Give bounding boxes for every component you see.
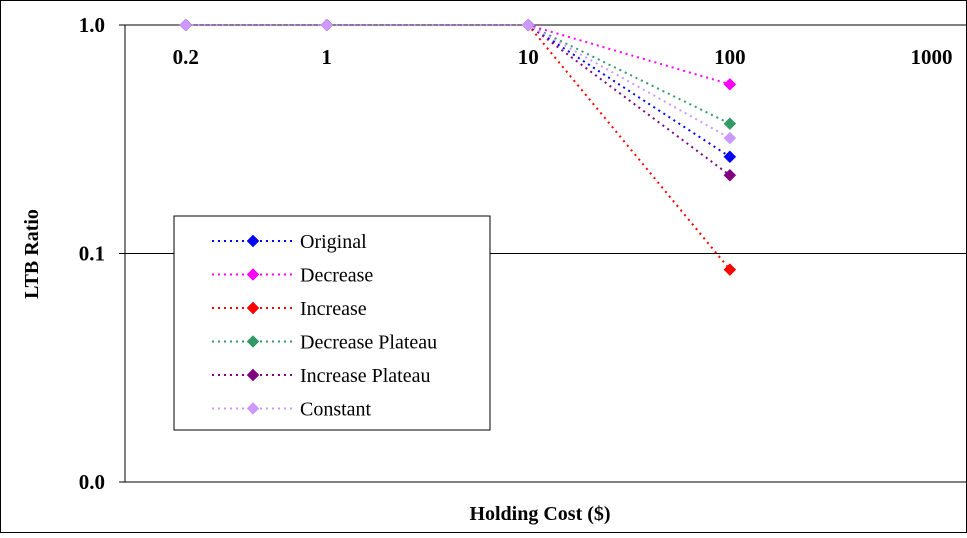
- legend-entry: Original: [212, 231, 367, 253]
- data-point: [723, 117, 737, 131]
- series-constant: [179, 18, 737, 145]
- legend-marker: [246, 301, 260, 315]
- y-axis-title: LTB Ratio: [21, 209, 43, 299]
- data-point: [723, 168, 737, 182]
- series-line: [185, 24, 731, 139]
- y-tick-label: 0.0: [79, 470, 105, 494]
- x-tick-label: 1000: [910, 45, 952, 69]
- legend-entry: Increase Plateau: [212, 365, 430, 387]
- data-point: [723, 150, 737, 164]
- legend-entry: Decrease Plateau: [212, 332, 437, 354]
- data-point: [723, 77, 737, 91]
- x-axis-title: Holding Cost ($): [469, 503, 610, 525]
- legend-marker: [246, 368, 260, 382]
- legend-label: Decrease: [300, 265, 373, 287]
- legend-label: Constant: [300, 399, 372, 421]
- data-point: [320, 18, 333, 32]
- axes: [119, 24, 967, 483]
- data-point: [521, 18, 535, 32]
- data-point: [179, 18, 193, 32]
- legend-label: Decrease Plateau: [300, 332, 437, 354]
- x-tick-label: 100: [714, 45, 746, 69]
- legend-marker: [246, 402, 260, 415]
- y-tick-label: 1.0: [79, 13, 105, 37]
- legend-marker: [246, 268, 260, 281]
- y-tick-label: 0.1: [79, 242, 105, 266]
- legend-entry: Increase: [212, 298, 367, 320]
- tick-labels: 1.0 0.1 0.0 0.2 1 10 100 1000: [79, 13, 953, 494]
- legend-entry: Decrease: [212, 265, 373, 287]
- legend-marker: [246, 234, 260, 248]
- legend-label: Increase: [300, 298, 367, 320]
- series-lines: [179, 18, 737, 276]
- legend-marker: [246, 335, 260, 348]
- legend-label: Increase Plateau: [300, 365, 430, 387]
- x-tick-label: 0.2: [173, 45, 199, 69]
- x-tick-label: 1: [321, 45, 332, 69]
- legend-box: [173, 215, 491, 431]
- x-tick-label: 10: [518, 45, 539, 69]
- legend-label: Original: [300, 231, 367, 253]
- data-point: [723, 263, 737, 276]
- legend-entry: Constant: [212, 399, 372, 421]
- legend: Original Decrease Increase Decrease Plateau…: [173, 215, 491, 431]
- data-point: [723, 131, 737, 145]
